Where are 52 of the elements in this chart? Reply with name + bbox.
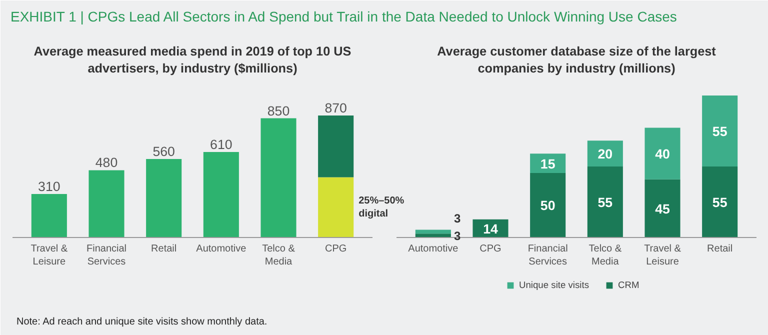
- data-label: 20: [598, 146, 613, 162]
- data-label: 480: [95, 155, 118, 170]
- text: Note: Ad reach and unique site visits show monthly data.: [16, 316, 268, 328]
- bar: [644, 179, 680, 238]
- x-tick-label: Telco & Media: [588, 244, 622, 268]
- x-tick-label: Telco & Media: [262, 244, 296, 268]
- data-label: 55: [598, 195, 614, 210]
- data-label: 850: [267, 103, 290, 118]
- bar: [260, 118, 296, 238]
- x-tick-label: CPG: [325, 244, 347, 254]
- total-label: 870: [324, 100, 347, 116]
- bar: [31, 194, 67, 238]
- bar: [587, 140, 623, 166]
- bar: [644, 128, 680, 180]
- data-label: 50: [540, 198, 556, 214]
- text: EXHIBIT 1 | CPGs Lead All Sectors in Ad Spend but Trail in the Data Needed to Unlock Winning Use Cases: [10, 8, 677, 24]
- data-label: 15: [540, 156, 556, 172]
- bar: [530, 172, 566, 238]
- annotation: 25%–50% digital: [358, 195, 404, 220]
- bar: [587, 166, 623, 238]
- data-label: 3: [454, 211, 461, 226]
- data-label: 14: [483, 221, 498, 236]
- data-label: 40: [655, 146, 670, 162]
- x-tick-label: Travel & Leisure: [644, 244, 682, 268]
- chart-title: Average measured media spend in 2019 of top 10 US advertisers, by industry ($millions): [34, 44, 352, 76]
- legend-label: Unique site visits: [519, 280, 589, 290]
- data-label: 55: [712, 195, 728, 210]
- x-tick-label: Retail: [151, 244, 177, 254]
- x-tick-label: Financial Services: [86, 244, 127, 268]
- bar: [702, 96, 738, 166]
- data-label: 560: [152, 144, 175, 159]
- x-tick-label: Financial Services: [528, 244, 568, 268]
- bar: [702, 166, 738, 238]
- data-label: 310: [38, 179, 60, 194]
- bar: [318, 116, 354, 178]
- x-tick-label: Travel & Leisure: [30, 244, 68, 268]
- x-tick-label: Automotive: [196, 244, 247, 254]
- bar: [318, 177, 354, 238]
- data-label: 610: [210, 136, 232, 152]
- x-tick-label: Automotive: [408, 244, 459, 254]
- data-label: 55: [712, 124, 728, 139]
- bar: [415, 230, 451, 234]
- x-tick-label: CPG: [480, 244, 502, 254]
- bar: [88, 170, 124, 238]
- data-label: 3: [454, 229, 461, 244]
- legend-label: CRM: [618, 280, 640, 290]
- x-tick-label: Retail: [707, 244, 733, 254]
- bar: [415, 234, 451, 238]
- bar: [203, 152, 239, 238]
- chart-title: Average customer database size of the largest companies by industry (millions): [437, 44, 717, 76]
- bar: [146, 158, 182, 238]
- data-label: 45: [655, 201, 670, 216]
